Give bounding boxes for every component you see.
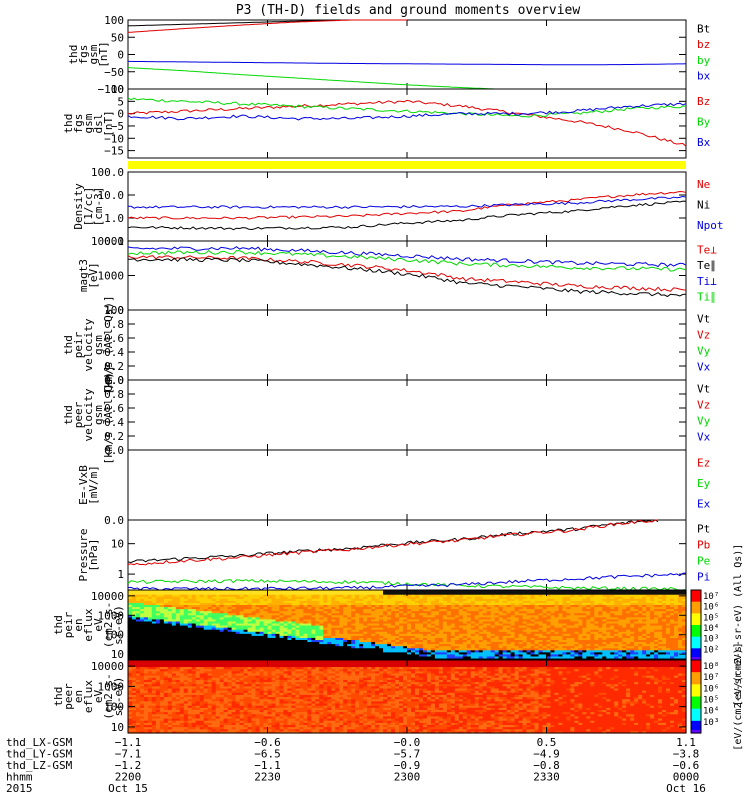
ylabel-group: Density[1/cc][cm-3] bbox=[72, 183, 105, 230]
legend-Npot: Npot bbox=[697, 219, 724, 232]
legend-Ex: Ex bbox=[697, 498, 711, 511]
ylabel-line: [nPa] bbox=[87, 538, 100, 571]
series-line-Ti∥ bbox=[128, 251, 686, 272]
ytick-label: −15 bbox=[104, 145, 124, 158]
legend-Bx: Bx bbox=[697, 136, 711, 149]
legend-Pi: Pi bbox=[697, 570, 710, 583]
legend-Vt: Vt bbox=[697, 313, 710, 326]
ytick-label: 0 bbox=[117, 108, 124, 121]
legend-Vt: Vt bbox=[697, 383, 710, 396]
legend-Pt: Pt bbox=[697, 523, 710, 536]
ylabel-group: Pressure[nPa] bbox=[77, 529, 100, 582]
panel-frame bbox=[128, 241, 686, 310]
panel-frame bbox=[128, 172, 686, 241]
legend-Pb: Pb bbox=[697, 539, 710, 552]
ytick-label: 1.0 bbox=[104, 212, 124, 225]
ytick-label: 10000 bbox=[91, 235, 124, 248]
legend-Vz: Vz bbox=[697, 399, 710, 412]
ylabel-group: magt3[eV] bbox=[77, 259, 100, 292]
panel-density: 0.11.010.0100.0Density[1/cc][cm-3]NeNiNp… bbox=[72, 166, 724, 248]
ylabel-line: [nT] bbox=[102, 110, 115, 137]
panel-frame bbox=[128, 20, 686, 89]
legend-Vx: Vx bbox=[697, 360, 711, 373]
ytick-label: 10 bbox=[111, 83, 124, 96]
series-line-Pt bbox=[128, 520, 658, 563]
legend-Bt: Bt bbox=[697, 23, 710, 36]
legend-Ti⊥: Ti⊥ bbox=[697, 275, 717, 288]
ytick-label: 5 bbox=[117, 95, 124, 108]
legend-Ey: Ey bbox=[697, 477, 711, 490]
series-line-Npot bbox=[128, 196, 686, 208]
ylabel-line: [km/s (All Qs)] bbox=[102, 365, 115, 464]
series-line-Pb bbox=[128, 520, 658, 565]
ylabel-line: [nT] bbox=[97, 41, 110, 68]
ylabel-line: [cm-3] bbox=[92, 187, 105, 227]
legend-By: By bbox=[697, 116, 711, 129]
ylabel-line: [mV/m] bbox=[87, 465, 100, 505]
series-line-Ne bbox=[128, 192, 686, 220]
ytick-label: 1 bbox=[117, 568, 124, 581]
panel-frame bbox=[128, 310, 686, 380]
legend-Ez: Ez bbox=[697, 456, 710, 469]
legend-by: by bbox=[697, 54, 711, 67]
legend-Vz: Vz bbox=[697, 329, 710, 342]
legend-Pe: Pe bbox=[697, 555, 710, 568]
legend-Ti∥: Ti∥ bbox=[697, 291, 716, 304]
ylabel-line: [eV] bbox=[87, 262, 100, 289]
legend-bz: bz bbox=[697, 38, 710, 51]
panel-efield: 0.0 E=-VxB[mV/m] Ez Ey Ex bbox=[77, 450, 711, 527]
ytick-label: 100.0 bbox=[91, 166, 124, 179]
series-line-Bz bbox=[128, 100, 686, 146]
legend-Ne: Ne bbox=[697, 178, 710, 191]
legend-Te⊥: Te⊥ bbox=[697, 244, 717, 257]
ytick-label: 10 bbox=[111, 538, 124, 551]
legend-Bz: Bz bbox=[697, 95, 710, 108]
ytick-label: 1000 bbox=[98, 270, 125, 283]
series-line-Ni bbox=[128, 201, 686, 230]
panel-frame bbox=[128, 89, 686, 158]
ytick-label: 100 bbox=[104, 14, 124, 27]
ytick-label: 0.0 bbox=[104, 514, 124, 527]
panel-frame bbox=[128, 380, 686, 450]
panel-stack: −100−50050100thdfgsgsm[nT]Btbzbybx−15−10… bbox=[52, 14, 744, 751]
panel-quality_bar bbox=[128, 161, 686, 169]
quality-bar-mark bbox=[128, 161, 686, 169]
ylabel-group: E=-VxB[mV/m] bbox=[77, 465, 100, 505]
legend-Te∥: Te∥ bbox=[697, 259, 716, 272]
legend-bx: bx bbox=[697, 70, 711, 83]
series-line-Bx bbox=[128, 103, 686, 120]
series-line-by bbox=[128, 68, 519, 89]
series-line-bx bbox=[128, 61, 686, 64]
ytick-label: 0 bbox=[117, 49, 124, 62]
legend-Vx: Vx bbox=[697, 430, 711, 443]
panel-frame bbox=[128, 450, 686, 520]
panel-pressure: 1 10 Pressure[nPa] Pt Pb Pe Pi bbox=[77, 520, 710, 590]
panel-frame bbox=[128, 520, 686, 590]
legend-Vy: Vy bbox=[697, 415, 711, 428]
series-line-By bbox=[128, 98, 686, 117]
legend-Vy: Vy bbox=[697, 345, 711, 358]
ytick-label: 50 bbox=[111, 31, 124, 44]
page-title: P3 (TH-D) fields and ground moments over… bbox=[236, 3, 581, 18]
legend-Ni: Ni bbox=[697, 199, 710, 212]
